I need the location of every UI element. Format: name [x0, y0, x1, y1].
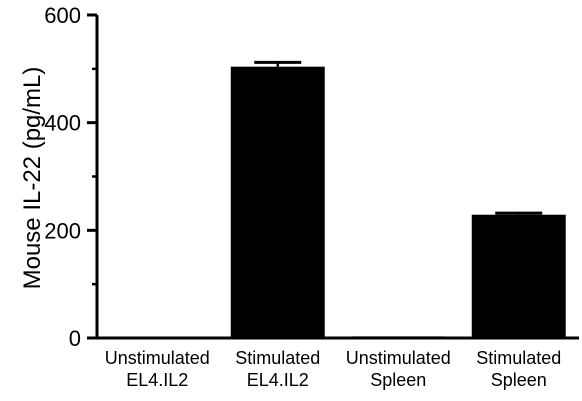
- y-tick-label-3: 600: [44, 3, 81, 28]
- x-tick-label-0-line-0: Unstimulated: [105, 348, 210, 368]
- bar-3: [471, 214, 566, 338]
- x-tick-label-2-line-0: Unstimulated: [346, 348, 451, 368]
- y-tick-label-0: 0: [69, 326, 81, 351]
- x-tick-label-3-line-0: Stimulated: [476, 348, 561, 368]
- y-axis-title: Mouse IL-22 (pg/mL): [19, 67, 46, 290]
- x-tick-label-1-line-0: Stimulated: [235, 348, 320, 368]
- x-tick-label-1-line-1: EL4.IL2: [247, 370, 309, 390]
- x-tick-label-0-line-1: EL4.IL2: [126, 370, 188, 390]
- y-tick-label-2: 400: [44, 111, 81, 136]
- x-tick-label-3-line-1: Spleen: [491, 370, 547, 390]
- y-tick-label-1: 200: [44, 218, 81, 243]
- x-tick-label-2-line-1: Spleen: [370, 370, 426, 390]
- bar-2: [351, 336, 446, 338]
- bar-1: [230, 66, 325, 339]
